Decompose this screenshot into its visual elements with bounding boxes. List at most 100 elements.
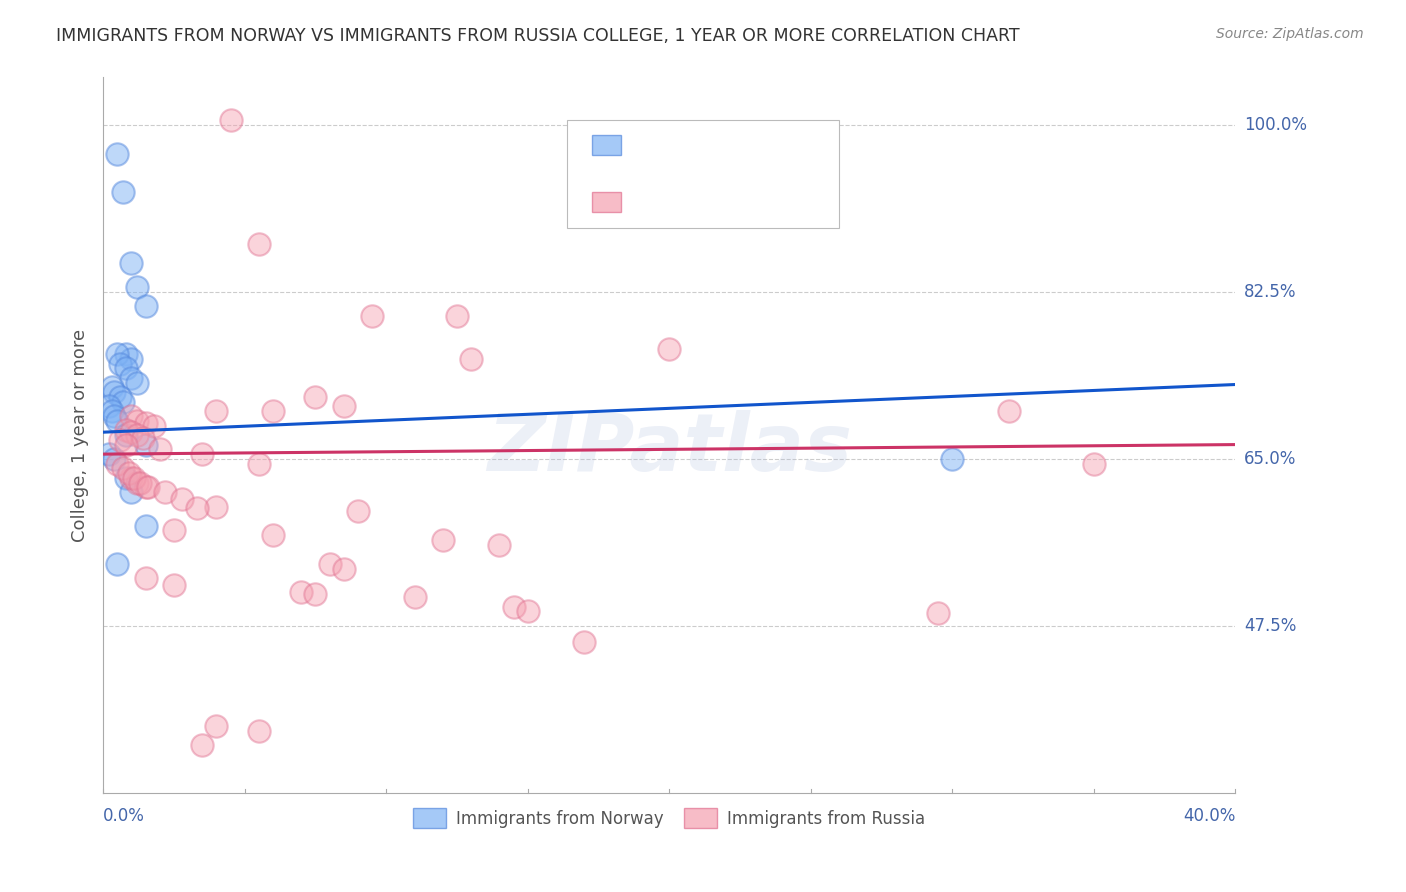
- Point: [135, 437, 157, 451]
- Point: [149, 442, 172, 457]
- Point: [998, 404, 1021, 418]
- Point: [138, 481, 160, 495]
- Point: [135, 299, 157, 313]
- Text: N = 29: N = 29: [737, 136, 804, 153]
- Point: [191, 738, 214, 752]
- Point: [927, 607, 949, 621]
- Point: [247, 723, 270, 738]
- Point: [108, 433, 131, 447]
- Text: 65.0%: 65.0%: [1244, 450, 1296, 468]
- Point: [205, 404, 228, 418]
- Y-axis label: College, 1 year or more: College, 1 year or more: [72, 328, 89, 541]
- Point: [97, 447, 120, 461]
- Point: [127, 280, 149, 294]
- Point: [105, 146, 128, 161]
- Point: [247, 237, 270, 252]
- Point: [108, 357, 131, 371]
- Point: [143, 418, 166, 433]
- Point: [135, 571, 157, 585]
- FancyBboxPatch shape: [592, 192, 620, 212]
- Point: [100, 404, 122, 418]
- Point: [135, 416, 157, 430]
- Point: [103, 451, 125, 466]
- Point: [105, 414, 128, 428]
- Point: [111, 461, 134, 475]
- Point: [361, 309, 384, 323]
- FancyBboxPatch shape: [568, 120, 839, 227]
- Text: IMMIGRANTS FROM NORWAY VS IMMIGRANTS FROM RUSSIA COLLEGE, 1 YEAR OR MORE CORRELA: IMMIGRANTS FROM NORWAY VS IMMIGRANTS FRO…: [56, 27, 1019, 45]
- Text: N = 58: N = 58: [737, 193, 804, 211]
- Point: [172, 491, 194, 506]
- Point: [129, 475, 152, 490]
- Point: [186, 501, 208, 516]
- Point: [114, 428, 136, 442]
- Text: 0.0%: 0.0%: [103, 807, 145, 825]
- Point: [658, 343, 681, 357]
- Point: [432, 533, 454, 547]
- Point: [163, 578, 186, 592]
- Point: [304, 587, 326, 601]
- Point: [290, 585, 312, 599]
- Point: [941, 451, 963, 466]
- Text: 40.0%: 40.0%: [1182, 807, 1236, 825]
- Point: [347, 504, 370, 518]
- Point: [114, 471, 136, 485]
- Text: ZIPatlas: ZIPatlas: [486, 410, 852, 488]
- Point: [105, 557, 128, 571]
- Point: [262, 528, 284, 542]
- Point: [460, 351, 482, 366]
- Text: R = 0.050: R = 0.050: [633, 136, 731, 153]
- Text: 82.5%: 82.5%: [1244, 283, 1296, 301]
- Point: [105, 457, 128, 471]
- Point: [163, 524, 186, 538]
- Point: [114, 347, 136, 361]
- Point: [103, 385, 125, 400]
- Point: [127, 414, 149, 428]
- Point: [135, 481, 157, 495]
- Point: [127, 376, 149, 390]
- Point: [516, 605, 538, 619]
- Point: [132, 431, 155, 445]
- Point: [100, 380, 122, 394]
- Point: [120, 371, 142, 385]
- Point: [105, 347, 128, 361]
- Point: [114, 361, 136, 376]
- Point: [155, 485, 177, 500]
- Point: [205, 500, 228, 514]
- Point: [1083, 457, 1105, 471]
- Text: 100.0%: 100.0%: [1244, 116, 1308, 134]
- Point: [120, 351, 142, 366]
- Point: [488, 538, 510, 552]
- Point: [332, 561, 354, 575]
- Point: [97, 400, 120, 414]
- Point: [127, 475, 149, 490]
- Point: [332, 400, 354, 414]
- Point: [262, 404, 284, 418]
- Point: [219, 113, 242, 128]
- Legend: Immigrants from Norway, Immigrants from Russia: Immigrants from Norway, Immigrants from …: [406, 802, 932, 834]
- Point: [120, 485, 142, 500]
- Point: [502, 599, 524, 614]
- Point: [117, 466, 139, 480]
- Point: [191, 447, 214, 461]
- Point: [318, 557, 340, 571]
- Point: [108, 390, 131, 404]
- Point: [404, 590, 426, 604]
- Point: [205, 719, 228, 733]
- Point: [122, 471, 145, 485]
- Point: [120, 425, 142, 440]
- Point: [304, 390, 326, 404]
- Point: [247, 457, 270, 471]
- Point: [574, 635, 596, 649]
- Point: [127, 428, 149, 442]
- Point: [446, 309, 468, 323]
- Text: Source: ZipAtlas.com: Source: ZipAtlas.com: [1216, 27, 1364, 41]
- FancyBboxPatch shape: [592, 135, 620, 154]
- Point: [114, 437, 136, 451]
- Point: [120, 409, 142, 423]
- Text: R = 0.026: R = 0.026: [633, 193, 731, 211]
- Point: [120, 256, 142, 270]
- Text: 47.5%: 47.5%: [1244, 616, 1296, 635]
- Point: [111, 185, 134, 199]
- Point: [103, 409, 125, 423]
